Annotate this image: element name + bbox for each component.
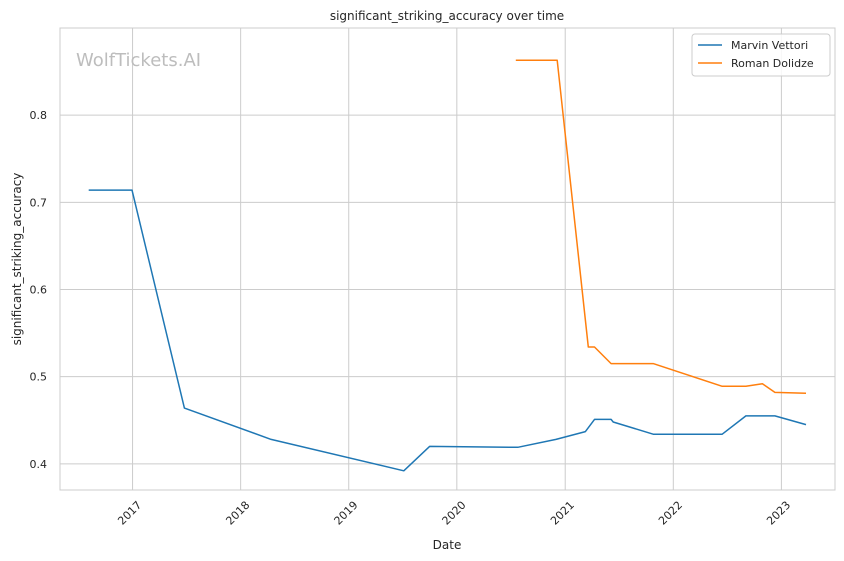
series-marvin-vettori <box>88 189 807 472</box>
legend: Marvin Vettori Roman Dolidze <box>691 33 831 77</box>
series-lines <box>88 59 807 472</box>
data-point <box>88 189 90 191</box>
data-point <box>761 383 763 385</box>
legend-label: Marvin Vettori <box>731 39 808 52</box>
data-point <box>745 415 747 417</box>
x-axis-label: Date <box>433 538 462 552</box>
series-line-marvin-vettori <box>88 189 807 472</box>
grid <box>60 28 835 490</box>
data-point <box>610 418 612 420</box>
data-point <box>652 363 654 365</box>
data-point <box>805 392 807 394</box>
data-point <box>612 421 614 423</box>
data-point <box>515 59 517 61</box>
data-point <box>587 346 589 348</box>
data-point <box>594 346 596 348</box>
y-axis-label: significant_striking_accuracy <box>10 173 24 346</box>
data-point <box>131 189 133 191</box>
data-point <box>584 431 586 433</box>
data-point <box>183 407 185 409</box>
chart-title: significant_striking_accuracy over time <box>330 9 564 23</box>
data-point <box>429 445 431 447</box>
y-tick-label: 0.8 <box>30 109 48 122</box>
data-point <box>774 391 776 393</box>
legend-box <box>691 33 831 77</box>
legend-items: Marvin Vettori Roman Dolidze <box>698 39 814 70</box>
data-point <box>774 415 776 417</box>
data-point <box>721 433 723 435</box>
y-tick-label: 0.7 <box>30 196 48 209</box>
plot-area-frame <box>59 27 836 491</box>
data-point <box>652 433 654 435</box>
y-tick-label: 0.4 <box>30 458 48 471</box>
data-point <box>805 424 807 426</box>
watermark: WolfTickets.AI <box>76 50 201 71</box>
data-point <box>555 438 557 440</box>
data-point <box>745 385 747 387</box>
data-point <box>270 438 272 440</box>
data-point <box>721 385 723 387</box>
series-line-roman-dolidze <box>515 59 807 394</box>
y-tick-label: 0.6 <box>30 284 48 297</box>
data-point <box>403 470 405 472</box>
legend-label: Roman Dolidze <box>731 57 814 70</box>
y-axis-ticks: 0.4 0.5 0.6 0.7 0.8 <box>30 109 48 471</box>
data-point <box>517 446 519 448</box>
data-point <box>556 59 558 61</box>
y-tick-label: 0.5 <box>30 371 48 384</box>
data-point <box>610 363 612 365</box>
series-roman-dolidze <box>515 59 807 394</box>
data-point <box>594 418 596 420</box>
